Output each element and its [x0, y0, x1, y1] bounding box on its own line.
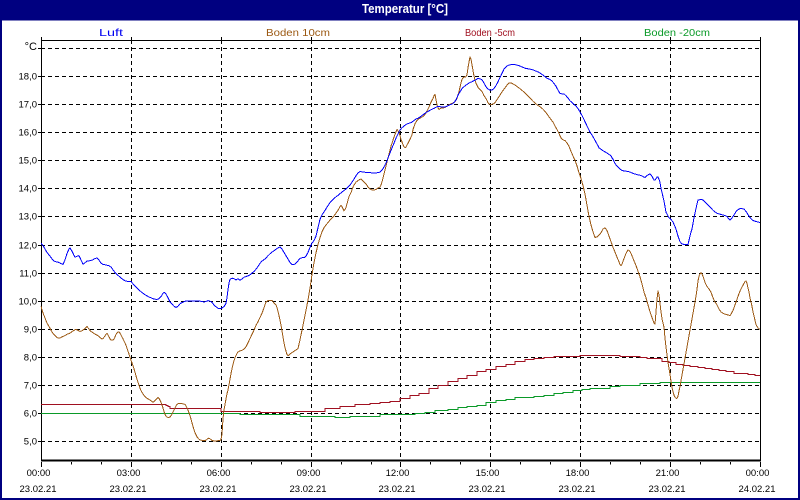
svg-text:18,0: 18,0 [19, 72, 38, 83]
svg-text:°C: °C [25, 41, 37, 53]
svg-text:Boden -20cm: Boden -20cm [644, 27, 710, 39]
svg-text:7,0: 7,0 [24, 381, 37, 392]
svg-text:23.02.21: 23.02.21 [469, 484, 506, 495]
svg-text:10,0: 10,0 [19, 297, 38, 308]
svg-text:23.02.21: 23.02.21 [20, 484, 57, 495]
svg-text:23.02.21: 23.02.21 [290, 484, 327, 495]
svg-text:23.02.21: 23.02.21 [649, 484, 686, 495]
svg-text:14,0: 14,0 [19, 184, 38, 195]
svg-text:Temperatur [°C]: Temperatur [°C] [362, 1, 448, 16]
svg-text:16,0: 16,0 [19, 128, 38, 139]
svg-text:6,0: 6,0 [24, 409, 37, 420]
svg-text:13,0: 13,0 [19, 212, 38, 223]
svg-text:21:00: 21:00 [656, 468, 680, 479]
svg-text:00:00: 00:00 [27, 468, 51, 479]
svg-text:17,0: 17,0 [19, 100, 38, 111]
svg-text:8,0: 8,0 [24, 353, 37, 364]
svg-text:Boden 10cm: Boden 10cm [266, 27, 330, 39]
svg-text:09:00: 09:00 [297, 468, 321, 479]
svg-text:18:00: 18:00 [566, 468, 590, 479]
svg-text:06:00: 06:00 [207, 468, 231, 479]
svg-text:03:00: 03:00 [117, 468, 141, 479]
svg-text:15,0: 15,0 [19, 156, 38, 167]
svg-text:12:00: 12:00 [386, 468, 410, 479]
svg-text:Luft: Luft [99, 27, 123, 39]
svg-text:12,0: 12,0 [19, 241, 38, 252]
svg-text:23.02.21: 23.02.21 [200, 484, 237, 495]
svg-text:24.02.21: 24.02.21 [739, 484, 776, 495]
svg-text:00:00: 00:00 [746, 468, 770, 479]
svg-text:Boden -5cm: Boden -5cm [465, 27, 515, 39]
svg-text:23.02.21: 23.02.21 [559, 484, 596, 495]
svg-text:23.02.21: 23.02.21 [379, 484, 416, 495]
svg-text:11,0: 11,0 [19, 269, 37, 280]
svg-text:5,0: 5,0 [24, 437, 37, 448]
svg-text:15:00: 15:00 [476, 468, 500, 479]
svg-text:23.02.21: 23.02.21 [110, 484, 147, 495]
svg-text:9,0: 9,0 [24, 325, 37, 336]
